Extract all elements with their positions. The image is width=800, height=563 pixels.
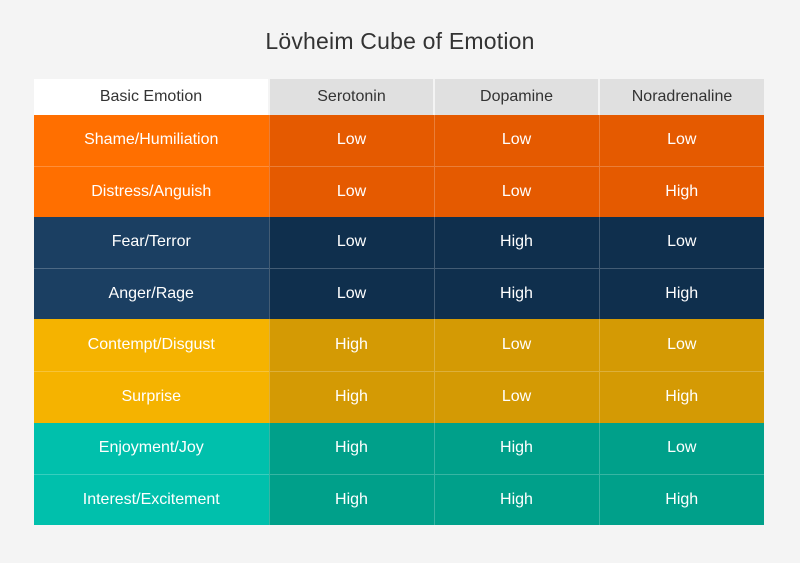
dopamine-cell: Low: [433, 115, 599, 166]
emotion-cell: Enjoyment/Joy: [34, 423, 269, 474]
page-title: Lövheim Cube of Emotion: [265, 28, 535, 54]
table-row: Interest/Excitement High High High: [34, 473, 764, 525]
serotonin-cell: Low: [268, 217, 434, 268]
noradrenaline-cell: High: [598, 473, 764, 525]
serotonin-cell: High: [268, 319, 434, 371]
dopamine-cell: High: [433, 267, 599, 319]
serotonin-cell: High: [268, 423, 434, 474]
table-row: Enjoyment/Joy High High Low: [34, 423, 764, 474]
table-row: Surprise High Low High: [34, 370, 764, 423]
serotonin-cell: High: [268, 370, 434, 423]
noradrenaline-cell: Low: [598, 217, 764, 268]
table-row: Shame/Humiliation Low Low Low: [34, 115, 764, 166]
emotion-cell: Contempt/Disgust: [34, 319, 269, 371]
emotion-cell: Surprise: [34, 370, 269, 423]
emotion-cell: Distress/Anguish: [34, 165, 269, 217]
header-basic-emotion: Basic Emotion: [34, 79, 269, 115]
emotion-cell: Fear/Terror: [34, 217, 269, 268]
serotonin-cell: Low: [268, 267, 434, 319]
noradrenaline-cell: High: [598, 165, 764, 217]
emotion-cell: Shame/Humiliation: [34, 115, 269, 166]
emotion-table: Basic Emotion Serotonin Dopamine Noradre…: [34, 79, 764, 525]
dopamine-cell: High: [433, 423, 599, 474]
noradrenaline-cell: High: [598, 370, 764, 423]
emotion-cell: Interest/Excitement: [34, 473, 269, 525]
noradrenaline-cell: Low: [598, 115, 764, 166]
header-serotonin: Serotonin: [268, 79, 434, 115]
dopamine-cell: Low: [433, 319, 599, 371]
serotonin-cell: Low: [268, 115, 434, 166]
emotion-cell: Anger/Rage: [34, 267, 269, 319]
table-row: Anger/Rage Low High High: [34, 267, 764, 319]
table-row: Fear/Terror Low High Low: [34, 217, 764, 268]
serotonin-cell: Low: [268, 165, 434, 217]
serotonin-cell: High: [268, 473, 434, 525]
header-dopamine: Dopamine: [433, 79, 599, 115]
table-body: Shame/Humiliation Low Low Low Distress/Angui…: [34, 115, 764, 525]
table-row: Contempt/Disgust High Low Low: [34, 319, 764, 371]
dopamine-cell: Low: [433, 165, 599, 217]
noradrenaline-cell: Low: [598, 423, 764, 474]
noradrenaline-cell: Low: [598, 319, 764, 371]
table-row: Distress/Anguish Low Low High: [34, 165, 764, 217]
header-noradrenaline: Noradrenaline: [598, 79, 764, 115]
dopamine-cell: High: [433, 473, 599, 525]
dopamine-cell: High: [433, 217, 599, 268]
noradrenaline-cell: High: [598, 267, 764, 319]
header-row: Basic Emotion Serotonin Dopamine Noradre…: [34, 79, 764, 115]
dopamine-cell: Low: [433, 370, 599, 423]
